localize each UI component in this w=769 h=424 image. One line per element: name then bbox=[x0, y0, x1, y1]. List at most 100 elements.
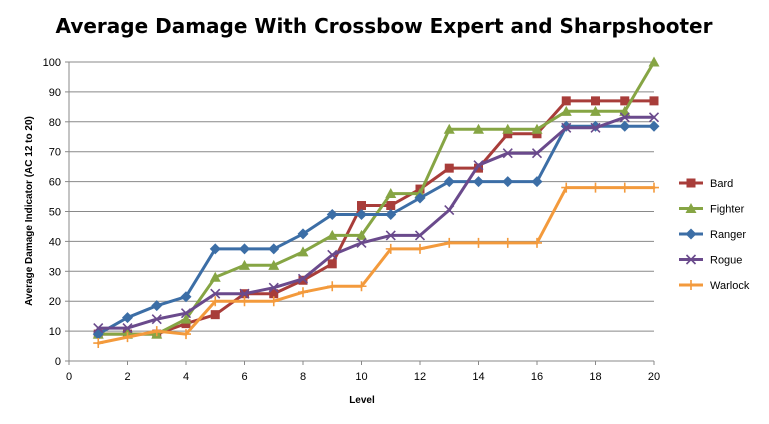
x-tick-label: 18 bbox=[589, 371, 601, 383]
data-point-rogue bbox=[502, 148, 513, 159]
legend-item-bard: Bard bbox=[679, 178, 733, 190]
data-point-ranger bbox=[122, 312, 133, 324]
data-point-ranger bbox=[239, 243, 250, 255]
y-tick-label: 100 bbox=[43, 57, 61, 69]
legend-item-rogue: Rogue bbox=[679, 254, 742, 267]
y-tick-label: 90 bbox=[49, 87, 61, 99]
legend-marker bbox=[685, 228, 697, 240]
y-tick-label: 30 bbox=[49, 266, 61, 278]
data-point-warlock bbox=[649, 182, 659, 193]
data-point-warlock bbox=[239, 296, 250, 307]
series-rogue bbox=[93, 112, 660, 334]
series-bard bbox=[93, 96, 659, 339]
data-point-bard bbox=[210, 310, 220, 320]
y-tick-label: 0 bbox=[55, 356, 61, 368]
legend-label: Ranger bbox=[710, 229, 746, 241]
data-point-ranger bbox=[385, 208, 397, 220]
data-point-fighter bbox=[560, 105, 572, 116]
data-point-warlock bbox=[210, 296, 221, 307]
data-point-bard bbox=[591, 96, 600, 106]
data-point-ranger bbox=[619, 120, 631, 132]
data-point-warlock bbox=[181, 329, 191, 340]
series bbox=[92, 56, 660, 349]
legend-label: Warlock bbox=[710, 280, 750, 292]
data-point-bard bbox=[386, 201, 396, 211]
data-point-rogue bbox=[648, 112, 660, 123]
data-point-bard bbox=[649, 96, 659, 106]
data-point-warlock bbox=[268, 296, 279, 307]
data-point-rogue bbox=[619, 112, 630, 123]
data-point-fighter bbox=[619, 105, 631, 116]
y-tick-label: 80 bbox=[49, 117, 61, 129]
data-point-ranger bbox=[180, 291, 192, 303]
data-point-fighter bbox=[590, 105, 601, 116]
y-tick-label: 40 bbox=[49, 236, 61, 248]
data-point-bard bbox=[269, 289, 279, 299]
data-point-rogue bbox=[444, 204, 455, 216]
y-tick-label: 20 bbox=[49, 296, 61, 308]
data-point-ranger bbox=[414, 192, 426, 204]
data-point-bard bbox=[444, 163, 454, 173]
data-point-warlock bbox=[444, 237, 455, 248]
x-tick-label: 0 bbox=[66, 371, 72, 383]
data-point-bard bbox=[357, 201, 366, 211]
data-point-bard bbox=[327, 259, 337, 269]
data-point-rogue bbox=[414, 230, 426, 241]
axes: 0 10 20 30 40 50 60 70 80 90 100 0 2 4 6 8 10 12 14 16 18 20 bbox=[43, 57, 660, 383]
data-point-rogue bbox=[239, 288, 250, 299]
series-line-warlock bbox=[96, 186, 656, 345]
data-point-warlock bbox=[532, 237, 542, 248]
data-point-rogue bbox=[210, 288, 221, 299]
data-point-fighter bbox=[648, 56, 660, 67]
legend-marker bbox=[685, 203, 697, 213]
data-point-ranger bbox=[531, 176, 543, 188]
data-point-ranger bbox=[297, 228, 309, 240]
data-point-bard bbox=[474, 163, 483, 173]
x-tick-label: 2 bbox=[124, 371, 130, 383]
x-tick-label: 12 bbox=[414, 371, 426, 383]
data-point-rogue bbox=[268, 282, 279, 293]
data-point-warlock bbox=[619, 182, 630, 193]
data-point-ranger bbox=[473, 176, 484, 188]
data-point-fighter bbox=[209, 271, 221, 282]
gridlines bbox=[69, 61, 654, 332]
legend-item-fighter: Fighter bbox=[679, 203, 745, 216]
data-point-fighter bbox=[356, 229, 367, 240]
data-point-rogue bbox=[180, 308, 192, 319]
data-point-ranger bbox=[268, 243, 280, 255]
data-point-rogue bbox=[473, 160, 484, 171]
series-line-bard bbox=[96, 99, 656, 336]
data-point-rogue bbox=[297, 273, 309, 284]
data-point-fighter bbox=[385, 188, 397, 199]
data-point-ranger bbox=[502, 176, 514, 188]
x-tick-label: 10 bbox=[355, 371, 367, 383]
data-point-warlock bbox=[93, 338, 104, 349]
y-tick-label: 50 bbox=[49, 207, 61, 219]
legend: Bard Fighter Ranger Rogue Warlock bbox=[679, 178, 750, 292]
data-point-ranger bbox=[151, 300, 163, 312]
data-point-warlock bbox=[298, 287, 308, 298]
x-tick-label: 4 bbox=[183, 371, 189, 383]
data-point-ranger bbox=[326, 208, 338, 220]
legend-marker bbox=[685, 254, 697, 265]
data-point-warlock bbox=[122, 332, 133, 343]
data-point-fighter bbox=[326, 229, 338, 240]
x-tick-label: 16 bbox=[531, 371, 543, 383]
data-point-warlock bbox=[356, 281, 367, 292]
x-axis-label: Level bbox=[349, 395, 375, 406]
data-point-fighter bbox=[473, 123, 484, 134]
data-point-rogue bbox=[385, 230, 396, 241]
series-warlock bbox=[93, 182, 659, 349]
legend-item-warlock: Warlock bbox=[679, 280, 750, 292]
y-tick-label: 60 bbox=[49, 177, 61, 189]
legend-label: Rogue bbox=[710, 255, 742, 267]
legend-label: Bard bbox=[710, 178, 733, 190]
series-line-rogue bbox=[96, 115, 656, 330]
data-point-fighter bbox=[502, 123, 514, 134]
legend-marker bbox=[686, 280, 696, 290]
data-point-rogue bbox=[531, 148, 543, 159]
x-tick-label: 6 bbox=[241, 371, 247, 383]
data-point-fighter bbox=[443, 123, 455, 134]
